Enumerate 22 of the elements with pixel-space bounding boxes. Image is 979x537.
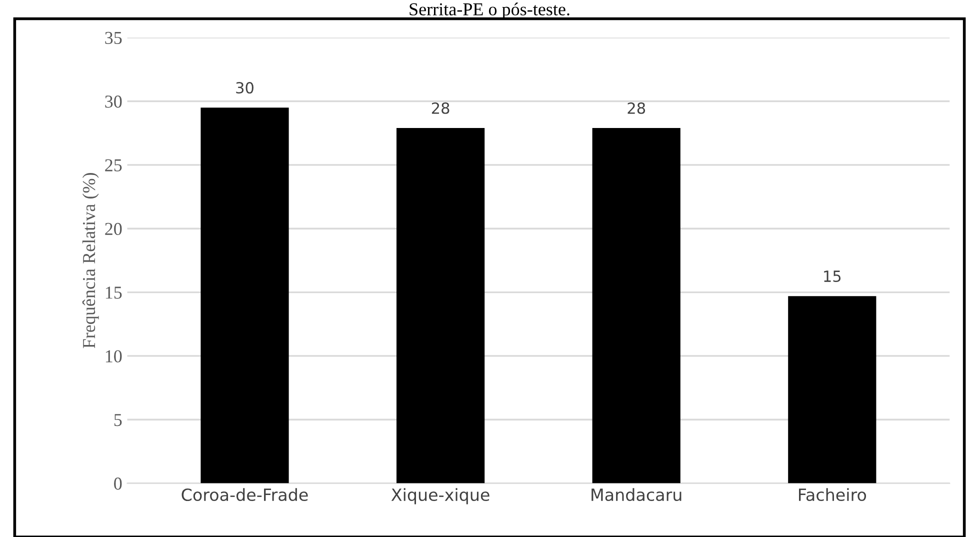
data-label: 28: [628, 102, 646, 114]
y-tick-label: 5: [114, 414, 122, 426]
data-label: 30: [236, 82, 254, 94]
y-tick-label: 20: [105, 222, 122, 236]
bar: [592, 128, 680, 484]
y-tick-label: 30: [105, 96, 122, 108]
y-tick-label: 25: [105, 159, 122, 172]
x-tick-label: Xique-xique: [391, 488, 490, 504]
bar: [788, 296, 876, 484]
y-tick-label: 35: [105, 32, 122, 44]
x-tick-label: Coroa-de-Frade: [182, 488, 308, 502]
y-tick-label: 0: [114, 478, 122, 490]
x-tick-label: Facheiro: [799, 488, 866, 502]
chart-title: Serrita-PE o pós-teste.: [410, 2, 570, 20]
bar: [200, 108, 289, 484]
y-axis-title: Frequência Relativa (%): [82, 173, 99, 348]
bar: [396, 128, 485, 484]
y-tick-label: 15: [106, 286, 122, 299]
y-tick-label: 10: [106, 350, 122, 362]
data-label: 28: [432, 102, 450, 114]
x-tick-label: Mandacaru: [592, 488, 682, 502]
data-label: 15: [824, 270, 841, 282]
